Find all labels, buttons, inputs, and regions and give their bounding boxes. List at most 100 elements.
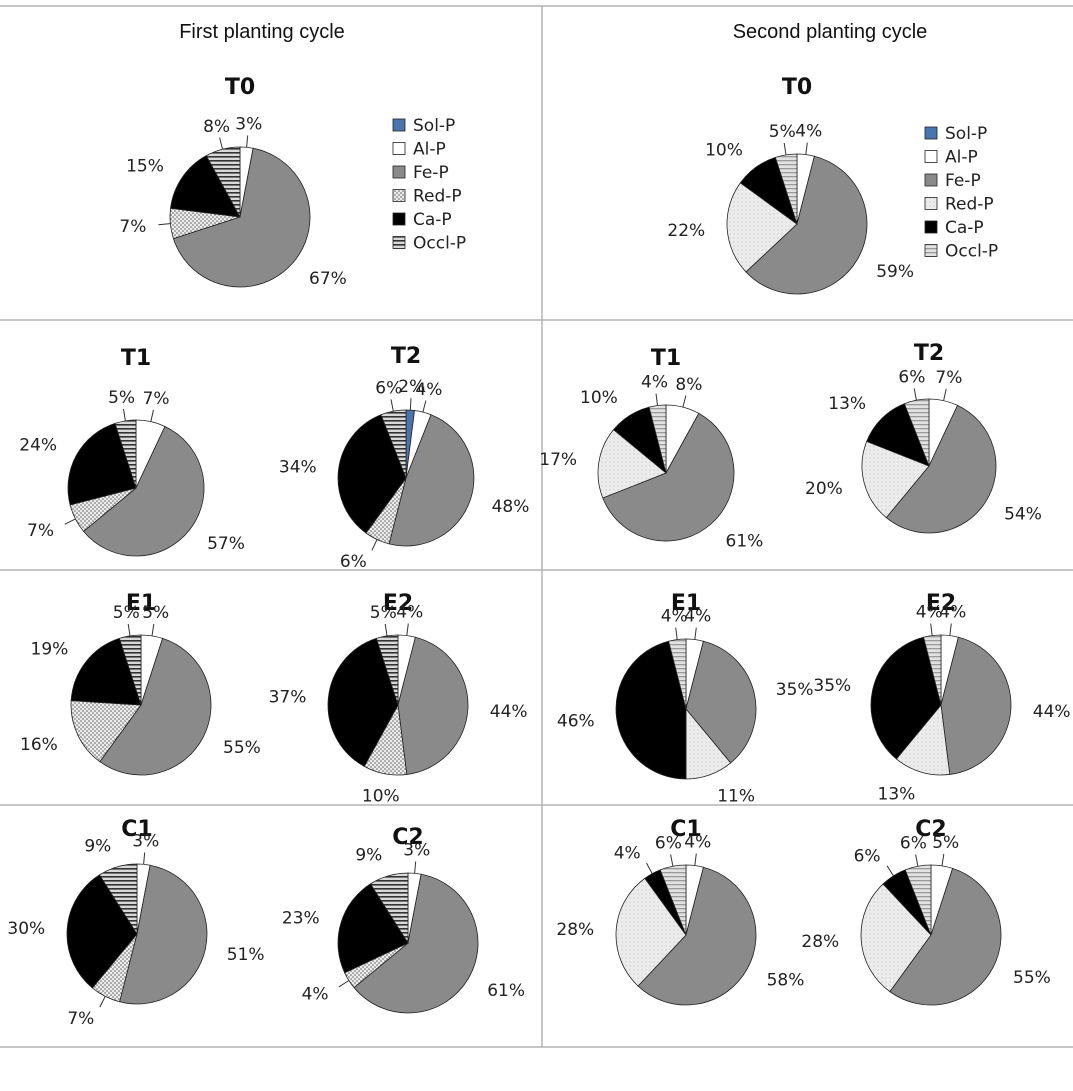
legend-label-occl-p: Occl-P — [945, 242, 998, 262]
leader-line — [390, 399, 394, 412]
legend-swatch-al-p — [924, 150, 938, 163]
leader-line — [646, 862, 653, 874]
slice-label-fe-p: 55% — [223, 738, 261, 758]
slice-ca-p — [337, 883, 409, 974]
legend-swatch-red-p — [392, 189, 406, 202]
legend-label-fe-p: Fe-P — [413, 163, 449, 183]
slice-occl-p — [648, 404, 667, 474]
leader-line — [949, 623, 952, 636]
legend-label-ca-p: Ca-P — [945, 218, 984, 238]
leader-line — [694, 627, 697, 640]
slice-label-red-p: 11% — [717, 787, 755, 807]
leader-line — [805, 142, 808, 155]
slice-red-p — [615, 877, 687, 987]
pie-1-t2: T2 2%4% 48% 6% 34% 6% — [279, 344, 529, 572]
slice-fe-p — [397, 636, 469, 775]
slice-label-sol-p: 2% — [398, 377, 425, 397]
pie-title: T0 — [225, 75, 255, 100]
legends: Sol-P Al-P Fe-P Red-P Ca-P Occl-P Sol-P Al-P Fe-… — [392, 116, 998, 262]
slice-red-p — [726, 182, 798, 273]
slice-label-occl-p: 5% — [769, 122, 796, 142]
first-cycle-title: First planting cycle — [179, 21, 345, 43]
slice-fe-p — [388, 414, 475, 547]
slice-label-ca-p: 34% — [279, 458, 317, 478]
slice-label-red-p: 10% — [362, 786, 400, 806]
slice-fe-p — [745, 155, 868, 295]
slice-red-p — [895, 704, 951, 776]
slice-label-red-p: 7% — [119, 217, 146, 237]
slice-label-fe-p: 57% — [207, 534, 245, 554]
slice-occl-p — [904, 864, 932, 936]
slice-label-fe-p: 55% — [1013, 968, 1051, 988]
slice-label-ca-p: 46% — [557, 712, 595, 732]
slice-label-fe-p: 48% — [492, 497, 530, 517]
pie-title: C2 — [392, 825, 423, 850]
slice-label-al-p: 5% — [932, 833, 959, 853]
slice-label-red-p: 20% — [805, 479, 843, 499]
leader-line — [675, 627, 678, 640]
slice-label-red-p: 22% — [667, 221, 705, 241]
pie-title: C1 — [670, 817, 701, 842]
slice-label-al-p: 7% — [143, 389, 170, 409]
pie-title: T1 — [651, 346, 681, 371]
slice-label-al-p: 4% — [684, 607, 711, 627]
slice-occl-p — [369, 872, 409, 945]
pie-2-t0: T0 4% 59% 22% 10% 5% — [667, 75, 914, 295]
pie-title: E2 — [383, 591, 413, 616]
slice-fe-p — [353, 873, 479, 1014]
slice-label-al-p: 7% — [935, 368, 962, 388]
slice-label-ca-p: 30% — [7, 919, 45, 939]
pie-2-t1: T1 8% 61% 17% 10% 4% — [539, 346, 763, 552]
leader-line — [682, 395, 687, 408]
slice-label-al-p: 5% — [142, 603, 169, 623]
pie-2-c2: C25% 55% 28% 6% 6% — [801, 817, 1051, 1006]
slice-fe-p — [685, 640, 757, 764]
leader-line — [409, 398, 412, 411]
slice-red-p — [70, 700, 142, 763]
leader-line — [338, 980, 350, 988]
slice-ca-p — [67, 422, 137, 506]
slice-red-p — [860, 883, 932, 993]
slice-label-ca-p: 35% — [813, 676, 851, 696]
slice-label-al-p: 3% — [403, 840, 430, 860]
leader-line — [943, 388, 947, 401]
leader-line — [150, 409, 154, 422]
pie-2-t2: T27% 54% 20% 13% 6% — [805, 341, 1042, 534]
legend-label-sol-p: Sol-P — [945, 124, 987, 144]
pie-title: C2 — [915, 817, 946, 842]
leader-line — [143, 852, 146, 865]
legend-swatch-ca-p — [392, 212, 406, 226]
slice-label-ca-p: 10% — [705, 141, 743, 161]
slice-label-ca-p: 19% — [31, 640, 69, 660]
legend-swatch-fe-p — [392, 165, 406, 179]
slice-label-occl-p: 5% — [108, 388, 135, 408]
slice-fe-p — [637, 866, 757, 1006]
leader-line — [670, 854, 674, 867]
slice-occl-p — [98, 863, 138, 936]
slice-fe-p — [885, 404, 997, 534]
leader-line — [783, 142, 787, 155]
pie-title: E2 — [926, 591, 956, 616]
second-cycle-title: Second planting cycle — [733, 21, 928, 43]
leader-line — [371, 539, 378, 551]
slice-label-red-p: 28% — [801, 932, 839, 952]
slice-fe-p — [602, 412, 735, 542]
slice-label-occl-p: 5% — [113, 603, 140, 623]
slice-label-fe-p: 51% — [227, 945, 265, 965]
slice-label-occl-p: 8% — [203, 117, 230, 137]
leader-line — [913, 388, 917, 401]
slice-label-fe-p: 44% — [1033, 702, 1071, 722]
slice-label-al-p: 4% — [795, 122, 822, 142]
slice-label-al-p: 4% — [684, 833, 711, 853]
pie-2-c1: C14%58%28%4% 6% — [556, 817, 804, 1006]
slice-label-red-p: 17% — [539, 450, 577, 470]
slice-label-red-p: 6% — [340, 552, 367, 572]
slice-occl-p — [659, 864, 687, 936]
leader-line — [655, 393, 658, 406]
slice-label-al-p: 3% — [235, 114, 262, 134]
leader-line — [219, 137, 224, 150]
legend-label-ca-p: Ca-P — [413, 210, 452, 230]
pie-title: T0 — [782, 75, 812, 100]
slice-label-al-p: 8% — [675, 375, 702, 395]
legend-label-red-p: Red-P — [413, 187, 462, 207]
